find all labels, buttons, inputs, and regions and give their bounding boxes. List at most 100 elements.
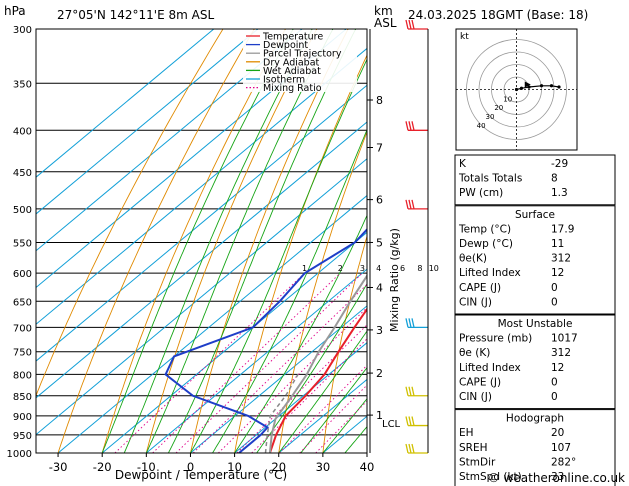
mixing-ratio-axis-title: Mixing Ratio (g/kg) xyxy=(388,228,401,332)
wind-barb-flag xyxy=(408,416,412,426)
pressure-tick-label: 550 xyxy=(13,239,32,250)
wet-adiabat-line xyxy=(278,330,367,453)
mixing-ratio-label: 6 xyxy=(400,264,405,273)
surface-row-value: 11 xyxy=(551,238,564,250)
most-unstable-title: Most Unstable xyxy=(498,318,573,330)
isotherm-line xyxy=(36,29,259,215)
indices-row-label: K xyxy=(459,158,467,170)
hodograph-point xyxy=(519,86,524,90)
wind-barb-flag xyxy=(405,199,409,210)
hodograph-ring-label: 10 xyxy=(503,95,512,103)
pressure-tick-label: 350 xyxy=(13,79,32,90)
most-unstable-row-label: CAPE (J) xyxy=(459,376,501,388)
most-unstable-row-value: 12 xyxy=(551,362,564,374)
pressure-tick-label: 950 xyxy=(13,431,32,442)
isotherm-line xyxy=(36,29,215,178)
wind-barb-flag xyxy=(408,386,412,396)
wind-barb-flag xyxy=(405,318,409,328)
dry-adiabat-line xyxy=(623,29,629,453)
wet-adiabat-line xyxy=(145,29,334,453)
mixing-ratio-line xyxy=(217,307,367,453)
datetime-title: 24.03.2025 18GMT (Base: 18) xyxy=(408,8,588,22)
series-temperature xyxy=(268,307,367,453)
surface-row-value: 17.9 xyxy=(551,223,574,235)
hodograph-unit-label: kt xyxy=(460,32,469,42)
indices-row-value: 1.3 xyxy=(551,187,568,199)
dry-adiabat-line xyxy=(234,54,367,453)
height-tick-label: 1 xyxy=(376,409,383,422)
isotherm-line xyxy=(36,29,303,252)
mixing-ratio-line xyxy=(175,272,363,453)
temperature-axis: -30 -20 -10 0 10 20 30 40 xyxy=(49,453,374,474)
wind-barb-flag xyxy=(408,318,412,328)
wind-barb-flag xyxy=(405,121,409,131)
series-gray-dashed-profile xyxy=(264,374,299,453)
wet-adiabat-line xyxy=(234,214,367,453)
indices-row-value: -29 xyxy=(551,158,568,170)
wet-adiabat-line xyxy=(190,58,367,453)
pressure-tick-label: 300 xyxy=(13,25,32,36)
dry-adiabat-line xyxy=(57,29,255,453)
temperature-tick-label: 10 xyxy=(227,460,242,474)
hodograph-params-title: Hodograph xyxy=(506,413,564,425)
mixing-ratio-label: 8 xyxy=(417,264,422,273)
wind-barb-flag xyxy=(411,199,415,210)
temperature-tick-label: -30 xyxy=(49,460,68,474)
pressure-tick-label: 750 xyxy=(13,348,32,359)
hodograph-params-row-value: 282° xyxy=(551,456,576,468)
legend-label: Wet Adiabat xyxy=(263,66,321,77)
pressure-tick-label: 800 xyxy=(13,370,32,381)
pressure-tick-label: 850 xyxy=(13,392,32,403)
most-unstable-row-value: 312 xyxy=(551,347,571,359)
lcl-label: LCL xyxy=(382,419,401,430)
pressure-tick-label: 700 xyxy=(13,323,32,334)
wind-barb-flag xyxy=(405,19,409,30)
wet-adiabat-line xyxy=(123,29,313,453)
isotherm-line xyxy=(146,268,367,453)
height-tick-label: 3 xyxy=(376,324,383,337)
legend-label: Dry Adiabat xyxy=(263,57,320,68)
wind-barb-flag xyxy=(405,386,409,396)
temperature-tick-label: -20 xyxy=(93,460,112,474)
pressure-tick-label: 900 xyxy=(13,412,32,423)
wet-adiabat-line xyxy=(101,29,294,453)
wind-barb-flag xyxy=(408,19,412,30)
mixing-ratio-line xyxy=(251,338,367,453)
hodograph-params-row-label: SREH xyxy=(459,442,488,454)
wind-barb-flag xyxy=(411,443,415,454)
surface-box xyxy=(454,205,616,315)
hodograph-point xyxy=(557,85,561,89)
surface-row-value: 312 xyxy=(551,253,571,265)
mixing-ratio-label: 3 xyxy=(360,264,365,273)
wind-barb-flag xyxy=(411,416,415,426)
plot-frame xyxy=(35,28,368,454)
wind-barb-flag xyxy=(408,199,412,210)
most-unstable-row-label: θe (K) xyxy=(459,347,490,359)
hpa-label: hPa xyxy=(4,4,26,18)
hodograph-params-row-value: 107 xyxy=(551,442,571,454)
most-unstable-row-label: Lifted Index xyxy=(459,362,521,374)
pressure-tick-label: 500 xyxy=(13,205,32,216)
surface-row-label: CIN (J) xyxy=(459,296,492,308)
km-label: km xyxy=(374,4,393,18)
surface-title: Surface xyxy=(515,209,555,221)
wind-barb-flag xyxy=(405,416,409,426)
temperature-tick-label: 0 xyxy=(187,460,194,474)
dry-adiabat-line xyxy=(36,29,224,397)
isotherm-line xyxy=(278,378,367,453)
hodograph-params-box xyxy=(454,409,616,486)
legend-label: Temperature xyxy=(262,32,323,43)
mixing-ratio-line xyxy=(192,283,367,453)
height-tick-label: 4 xyxy=(376,282,383,295)
wind-barb-flag xyxy=(411,318,415,328)
dry-adiabat-line xyxy=(278,130,367,453)
wind-barb-flag xyxy=(405,443,409,454)
dry-adiabat-line xyxy=(101,29,286,453)
legend-label: Mixing Ratio xyxy=(263,83,322,94)
legend-label: Isotherm xyxy=(263,75,305,86)
wet-adiabat-line xyxy=(256,282,367,453)
pressure-tick-label: 1000 xyxy=(7,449,32,460)
